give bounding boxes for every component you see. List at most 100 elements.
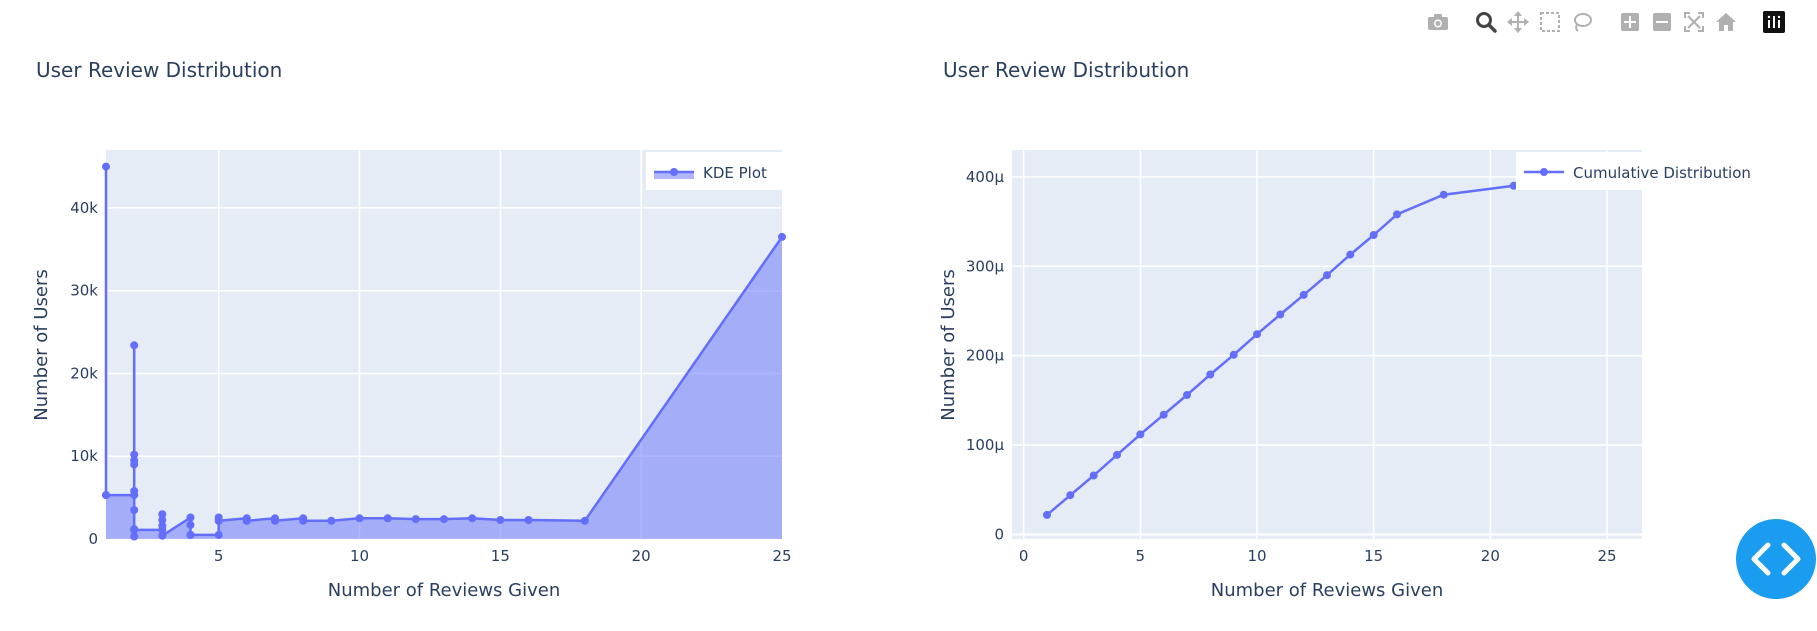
data-point bbox=[158, 521, 167, 530]
data-point bbox=[130, 460, 139, 469]
x-tick-label: 15 bbox=[1364, 547, 1383, 565]
data-point bbox=[186, 513, 195, 522]
x-tick-label: 10 bbox=[350, 547, 369, 565]
data-point bbox=[102, 491, 110, 500]
pan-icon[interactable] bbox=[1505, 10, 1531, 34]
data-point bbox=[440, 515, 448, 524]
data-point bbox=[214, 530, 223, 539]
legend[interactable]: KDE Plot bbox=[646, 152, 782, 190]
x-axis-title: Number of Reviews Given bbox=[1211, 580, 1444, 601]
data-point bbox=[1229, 350, 1238, 359]
x-tick-label: 0 bbox=[1019, 547, 1029, 565]
legend[interactable]: Cumulative Distribution bbox=[1516, 152, 1786, 190]
zoom-in-icon[interactable] bbox=[1617, 10, 1643, 34]
data-point bbox=[130, 525, 139, 534]
data-point bbox=[1299, 290, 1308, 299]
data-point bbox=[1346, 250, 1355, 259]
data-point bbox=[1159, 410, 1168, 419]
data-point bbox=[299, 516, 308, 525]
data-point bbox=[158, 516, 167, 524]
x-tick-label: 15 bbox=[491, 547, 510, 565]
data-point bbox=[1323, 271, 1331, 280]
x-tick-label: 25 bbox=[772, 547, 791, 565]
data-point bbox=[130, 487, 139, 495]
zoom-icon[interactable] bbox=[1473, 10, 1499, 34]
data-point bbox=[158, 510, 167, 519]
y-axis-ticks: 0 100μ 200μ 300μ 400μ bbox=[966, 168, 1005, 544]
y-tick-label: 200μ bbox=[966, 347, 1005, 365]
data-point bbox=[130, 506, 139, 514]
data-point bbox=[1253, 330, 1261, 339]
gridlines bbox=[1012, 150, 1642, 539]
series-line bbox=[1046, 184, 1514, 516]
x-axis-ticks: 0 5 10 15 20 25 bbox=[1019, 547, 1617, 565]
data-point bbox=[1089, 471, 1098, 480]
legend-swatch-marker bbox=[1540, 168, 1548, 176]
series-layer bbox=[1043, 181, 1518, 519]
plot-area-background bbox=[1012, 150, 1642, 539]
data-point bbox=[158, 531, 167, 540]
data-point bbox=[186, 520, 195, 529]
code-brackets-icon bbox=[1751, 542, 1801, 576]
x-tick-label: 5 bbox=[214, 547, 224, 565]
data-point bbox=[468, 514, 477, 523]
data-point bbox=[1369, 231, 1378, 239]
y-axis-title: Number of Users bbox=[31, 269, 52, 421]
x-tick-label: 20 bbox=[1481, 547, 1500, 565]
data-point bbox=[1183, 391, 1191, 399]
x-tick-label: 10 bbox=[1247, 547, 1266, 565]
y-tick-label: 400μ bbox=[966, 168, 1005, 186]
data-point bbox=[130, 532, 139, 541]
cumulative-chart-panel: User Review Distribution 0 5 10 15 20 25 0 100… bbox=[938, 58, 1786, 601]
y-tick-label: 30k bbox=[70, 282, 98, 300]
data-point bbox=[1043, 510, 1051, 519]
y-tick-label: 0 bbox=[994, 526, 1004, 544]
code-toggle-button[interactable] bbox=[1736, 519, 1816, 599]
x-axis-ticks: 5 10 15 20 25 bbox=[214, 547, 792, 565]
data-point bbox=[1509, 181, 1518, 190]
data-point bbox=[214, 516, 223, 525]
y-tick-label: 300μ bbox=[966, 257, 1005, 275]
camera-icon[interactable] bbox=[1425, 10, 1451, 34]
data-point bbox=[580, 516, 589, 525]
x-axis-title: Number of Reviews Given bbox=[328, 580, 561, 601]
data-point bbox=[496, 516, 505, 524]
legend-swatch-marker bbox=[670, 168, 678, 176]
series-area bbox=[106, 166, 782, 539]
box-select-icon[interactable] bbox=[1537, 10, 1563, 34]
data-point bbox=[1393, 210, 1401, 219]
y-axis-title: Number of Users bbox=[938, 269, 959, 421]
autoscale-icon[interactable] bbox=[1681, 10, 1707, 34]
chart-title: User Review Distribution bbox=[943, 58, 1189, 82]
data-point bbox=[1113, 450, 1121, 459]
reset-axes-icon[interactable] bbox=[1713, 10, 1739, 34]
data-point bbox=[271, 516, 279, 525]
series-layer bbox=[102, 162, 786, 541]
data-point bbox=[1276, 310, 1285, 319]
plotly-logo-icon[interactable] bbox=[1761, 10, 1787, 34]
data-point bbox=[1136, 430, 1145, 439]
zoom-out-icon[interactable] bbox=[1649, 10, 1675, 34]
data-point bbox=[102, 162, 110, 171]
y-tick-label: 10k bbox=[70, 447, 98, 465]
data-point bbox=[411, 515, 420, 524]
data-point bbox=[1439, 190, 1448, 199]
y-axis-ticks: 0 10k 20k 30k 40k bbox=[70, 199, 98, 548]
data-point bbox=[327, 516, 336, 525]
data-point bbox=[524, 516, 533, 524]
lasso-icon[interactable] bbox=[1569, 10, 1595, 34]
y-tick-label: 100μ bbox=[966, 436, 1005, 454]
data-point bbox=[355, 514, 364, 523]
legend-label: KDE Plot bbox=[703, 164, 767, 182]
x-tick-label: 5 bbox=[1136, 547, 1146, 565]
data-point bbox=[130, 450, 139, 459]
data-point bbox=[242, 516, 251, 525]
y-tick-label: 20k bbox=[70, 364, 98, 382]
plot-modebar bbox=[1425, 10, 1787, 34]
data-point bbox=[130, 341, 139, 350]
y-tick-label: 0 bbox=[88, 530, 98, 548]
data-point bbox=[186, 530, 195, 539]
legend-label: Cumulative Distribution bbox=[1573, 164, 1751, 182]
data-point bbox=[383, 514, 392, 523]
